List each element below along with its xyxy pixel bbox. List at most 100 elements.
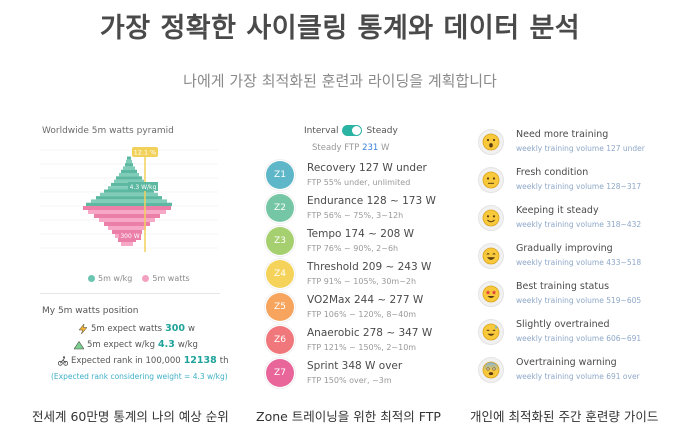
- zone-desc: FTP 150% over, ~3m: [307, 376, 392, 385]
- guide-item-need-more: Need more training weekly training volum…: [478, 129, 668, 159]
- pyramid-bar-wkg: [126, 159, 132, 164]
- pyramid-bar-watts: [108, 226, 146, 230]
- zone-row-z3[interactable]: Z3 Tempo 174 ~ 208 W FTP 76% ~ 90%, 2~6h: [264, 225, 466, 257]
- caption-pyramid: 전세계 60만명 통계의 나의 예상 순위: [32, 409, 229, 424]
- guide-volume: weekly training volume 127 under: [516, 144, 645, 153]
- rank-note: (Expected rank considering weight = 4.3 …: [51, 372, 228, 381]
- pyramid-bar-watts: [94, 214, 160, 218]
- zone-name: Recovery 127 W under: [307, 162, 427, 174]
- guide-name: Gradually improving: [516, 243, 613, 254]
- wkg-badge: [128, 182, 158, 191]
- ftp-value: 231: [362, 143, 379, 153]
- zone-name: Tempo 174 ~ 208 W: [307, 228, 415, 240]
- zone-desc: FTP 76% ~ 90%, 2~6h: [307, 244, 399, 253]
- zone-row-z2[interactable]: Z2 Endurance 128 ~ 173 W FTP 56% ~ 75%, …: [264, 192, 466, 224]
- wkg-badge-label: 4.3 W/kg: [130, 184, 157, 191]
- legend-item-wkg[interactable]: 5m w/kg: [88, 274, 132, 283]
- steady-ftp: Steady FTP 231 W: [312, 143, 389, 153]
- page-title: 가장 정확한 사이클링 통계와 데이터 분석: [99, 13, 581, 44]
- interval-steady-toggle[interactable]: [342, 125, 363, 136]
- zone-desc: FTP 106% ~ 120%, 8~40m: [307, 310, 417, 319]
- fearful-face-icon: [478, 357, 504, 383]
- pyramid-bar-watts: [121, 242, 133, 246]
- pyramid-bar-wkg: [114, 179, 144, 183]
- legend-dot-icon: [88, 275, 95, 282]
- ftp-unit: W: [381, 143, 390, 153]
- zone-row-z7[interactable]: Z7 Sprint 348 W over FTP 150% over, ~3m: [264, 357, 466, 389]
- pyramid-bar-wkg: [86, 202, 172, 206]
- zone-row-z1[interactable]: Z1 Recovery 127 W under FTP 55% under, u…: [264, 159, 466, 191]
- sweat-face-icon: [478, 319, 504, 345]
- zone-row-z6[interactable]: Z6 Anaerobic 278 ~ 347 W FTP 121% ~ 150%…: [264, 324, 466, 356]
- stat-unit: th: [219, 355, 229, 366]
- guide-name: Overtraining warning: [516, 357, 617, 368]
- zone-desc: FTP 55% under, unlimited: [307, 178, 411, 187]
- legend-dot-icon: [142, 275, 150, 282]
- toggle-right-label: Steady: [366, 125, 398, 136]
- toggle-knob: [352, 126, 362, 135]
- legend-item-watts[interactable]: 5m watts: [142, 274, 190, 283]
- stat-label: 5m expect w/kg: [87, 339, 155, 350]
- zone-name: Endurance 128 ~ 173 W: [307, 195, 436, 207]
- guide-name: Fresh condition: [516, 167, 589, 178]
- zone-name: VO2Max 244 ~ 277 W: [307, 294, 424, 306]
- stat-unit: w/kg: [177, 339, 198, 350]
- guide-volume: weekly training volume 433~518: [516, 258, 642, 267]
- guide-volume: weekly training volume 128~317: [516, 182, 642, 191]
- stat-value: 300: [165, 323, 185, 334]
- pyramid-bar-watts: [99, 218, 155, 222]
- pyramid-bar-watts: [88, 210, 166, 214]
- zone-badge: Z5: [264, 291, 296, 323]
- zone-badge: Z1: [264, 159, 296, 191]
- pyramid-bar-wkg: [100, 192, 158, 197]
- stat-label: 5m expect watts: [91, 323, 163, 334]
- pyramid-bar-watts: [83, 206, 171, 210]
- watts-badge-label: 300 W: [120, 233, 139, 240]
- position-title: My 5m watts position: [42, 306, 139, 316]
- stat-label: Expected rank in 100,000: [71, 355, 181, 366]
- smiling-face-icon: [478, 205, 504, 231]
- pyramid-bar-wkg: [125, 163, 133, 167]
- marker-badge: [132, 147, 158, 157]
- stat-expect-watts: 5m expect watts 300 w: [78, 323, 195, 334]
- divider: [40, 293, 220, 294]
- cyclist-icon: [58, 355, 68, 366]
- legend-label: 5m w/kg: [98, 274, 133, 283]
- guide-volume: weekly training volume 318~432: [516, 220, 642, 229]
- guide-item-fresh: Fresh condition weekly training volume 1…: [478, 167, 668, 197]
- guide-name: Keeping it steady: [516, 205, 599, 216]
- pyramid-legend: 5m w/kg 5m watts: [88, 274, 190, 283]
- surprised-face-icon: [478, 129, 504, 155]
- guide-volume: weekly training volume 691 over: [516, 372, 640, 381]
- watts-pyramid-chart: 12.1 % 4.3 W/kg 300 W: [40, 147, 218, 252]
- guide-name: Need more training: [516, 129, 609, 140]
- zone-desc: FTP 56% ~ 75%, 3~12h: [307, 211, 404, 220]
- zone-row-z5[interactable]: Z5 VO2Max 244 ~ 277 W FTP 106% ~ 120%, 8…: [264, 291, 466, 323]
- zone-row-z4[interactable]: Z4 Threshold 209 ~ 243 W FTP 91% ~ 105%,…: [264, 258, 466, 290]
- guide-volume: weekly training volume 519~605: [516, 296, 642, 305]
- mountain-icon: [74, 340, 84, 349]
- caption-guide: 개인에 최적화된 주간 훈련량 가이드: [470, 409, 659, 424]
- pyramid-bar-wkg: [104, 189, 154, 193]
- grinning-face-icon: [478, 243, 504, 269]
- pyramid-title: Worldwide 5m watts pyramid: [42, 126, 174, 136]
- page-subtitle: 나에게 가장 최적화된 훈련과 라이딩을 계획합니다: [183, 72, 497, 90]
- stat-value: 12138: [183, 355, 217, 366]
- neutral-face-icon: [478, 167, 504, 193]
- guide-volume: weekly training volume 606~691: [516, 334, 642, 343]
- pyramid-bar-wkg: [121, 169, 137, 173]
- guide-item-improving: Gradually improving weekly training volu…: [478, 243, 668, 273]
- zone-desc: FTP 91% ~ 105%, 30m~2h: [307, 277, 417, 286]
- zone-desc: FTP 121% ~ 150%, 2~10m: [307, 343, 417, 352]
- zone-name: Sprint 348 W over: [307, 360, 403, 372]
- stat-expect-wkg: 5m expect w/kg 4.3 w/kg: [74, 339, 198, 350]
- guide-item-warning: Overtraining warning weekly training vol…: [478, 357, 668, 387]
- pyramid-bar-wkg: [119, 173, 139, 177]
- pyramid-bar-wkg: [96, 196, 162, 200]
- toggle-left-label: Interval: [304, 125, 339, 136]
- lightning-icon: [78, 323, 88, 334]
- pyramid-bar-wkg: [116, 176, 142, 180]
- guide-item-overtrained: Slightly overtrained weekly training vol…: [478, 319, 668, 349]
- guide-item-steady: Keeping it steady weekly training volume…: [478, 205, 668, 235]
- zone-name: Anaerobic 278 ~ 347 W: [307, 327, 433, 339]
